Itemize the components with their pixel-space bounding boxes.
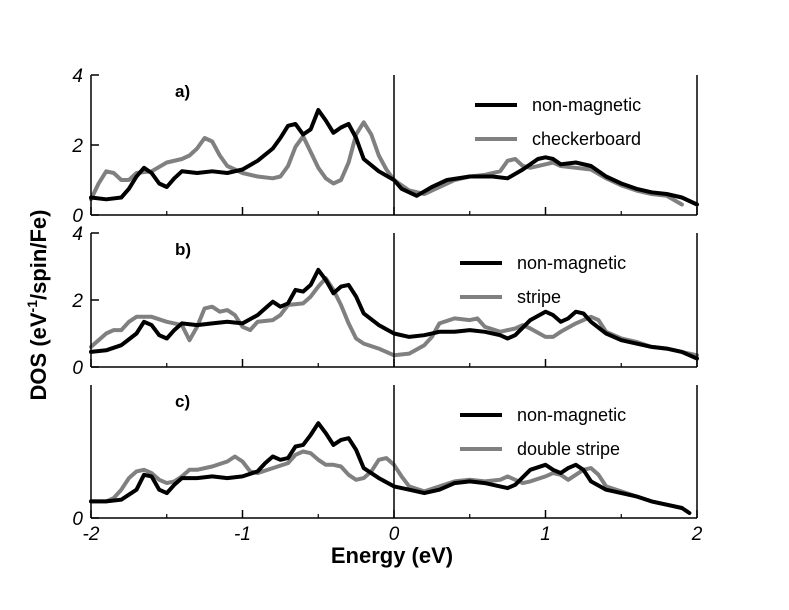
y-tick-label: 0	[72, 509, 83, 530]
panel-3: 0 c) non-magnetic double stripe	[72, 385, 698, 530]
y-tick-label: 4	[72, 224, 83, 245]
y-axis-title: DOS (eV-1/spin/Fe)	[24, 210, 51, 401]
series-line-3-2	[89, 449, 684, 510]
y-axis-title-post: /spin/Fe)	[26, 210, 51, 300]
series-line-1-2	[89, 120, 684, 207]
x-tick-label: -2	[83, 524, 100, 545]
x-tick-label: 2	[691, 524, 703, 545]
y-tick-label: 4	[72, 66, 83, 87]
panel-2: 0 2 4 b) non-magnetic stripe	[71, 224, 699, 379]
panels-group: 0 2 4 a) non-magnetic checkerboard 0 2 4 b) non-ma…	[71, 66, 702, 545]
legend-label: double stripe	[517, 439, 620, 459]
series-line-3-1	[89, 421, 692, 515]
y-tick-label: 2	[71, 136, 83, 157]
legend-label: non-magnetic	[532, 95, 641, 115]
y-axis-title-sup: -1	[24, 300, 40, 313]
panel-label: b)	[175, 240, 191, 259]
x-tick-label: 0	[389, 524, 400, 545]
y-tick-label: 0	[72, 206, 83, 227]
panel-label: a)	[175, 82, 190, 101]
series-line-1-1	[89, 108, 699, 207]
series-line-2-2	[89, 276, 699, 358]
y-axis-title-pre: DOS (eV	[26, 312, 51, 400]
y-tick-label: 2	[71, 291, 83, 312]
legend-label: checkerboard	[532, 129, 641, 149]
panel-1: 0 2 4 a) non-magnetic checkerboard	[71, 66, 699, 227]
series-line-2-1	[89, 267, 699, 361]
x-axis-title: Energy (eV)	[331, 543, 453, 568]
x-tick-label: 1	[540, 524, 551, 545]
panel-label: c)	[175, 392, 190, 411]
y-tick-label: 0	[72, 358, 83, 379]
legend-label: non-magnetic	[517, 253, 626, 273]
legend-label: stripe	[517, 287, 561, 307]
legend-label: non-magnetic	[517, 405, 626, 425]
x-tick-label: -1	[234, 524, 251, 545]
